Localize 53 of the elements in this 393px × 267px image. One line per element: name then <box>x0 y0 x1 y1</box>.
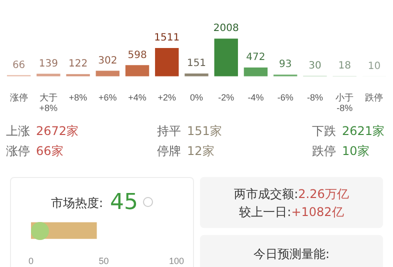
x-tick-label: +8% <box>68 92 88 102</box>
x-tick-label: 100 <box>168 256 184 266</box>
text: 较上一日: <box>239 205 292 219</box>
x-tick-label: +4% <box>128 92 146 102</box>
x-tick-label: 0% <box>190 92 204 102</box>
text: 12家 <box>187 143 216 159</box>
text: 持平 <box>157 123 182 139</box>
data-label: 93 <box>278 59 292 70</box>
x-tick-label: -2% <box>218 92 234 102</box>
x-tick-label: 0 <box>28 256 34 266</box>
x-tick-label: -8% <box>306 92 323 102</box>
data-label: 122 <box>68 58 88 70</box>
x-tick-label: -6% <box>277 92 294 102</box>
x-tick-label: +2% <box>158 92 176 102</box>
x-tick-label: +6% <box>98 92 117 102</box>
text: 2672家 <box>36 123 80 139</box>
text: 66家 <box>36 143 64 159</box>
x-tick-label: 50 <box>98 256 109 266</box>
text: 151家 <box>187 123 223 139</box>
data-label: 151 <box>186 58 206 70</box>
x-tick-label: 小于 -8% <box>336 92 354 114</box>
x-tick-label: -4% <box>248 92 264 102</box>
data-label: 18 <box>338 60 351 72</box>
bar <box>125 65 150 76</box>
data-label: 10 <box>368 60 381 72</box>
text: 涨停 <box>6 143 31 159</box>
text: +1082亿 <box>291 205 344 219</box>
bar <box>155 48 179 76</box>
text: 2.26万亿 <box>298 187 349 201</box>
data-label: 30 <box>308 60 322 72</box>
data-label: 139 <box>38 58 58 70</box>
data-label: 598 <box>128 50 147 61</box>
chart-title: 市场热度: <box>50 196 104 210</box>
x-tick-label: 大于 +8% <box>39 92 58 114</box>
bar <box>244 68 268 76</box>
data-label: 66 <box>12 60 26 71</box>
text: 2621家 <box>342 123 386 139</box>
data-label: 302 <box>98 55 118 66</box>
x-tick-label: 跌停 <box>365 92 384 102</box>
text: 10家 <box>342 143 370 159</box>
text: 两市成交额: <box>234 187 298 201</box>
text: 停牌 <box>157 143 182 159</box>
text: 下跌 <box>312 123 337 139</box>
text: 跌停 <box>312 143 337 159</box>
data-label: 45 <box>109 190 138 215</box>
text: 今日预测量能: <box>253 247 330 261</box>
text: 上涨 <box>6 123 31 139</box>
bar <box>214 38 238 76</box>
data-label: 2008 <box>213 23 239 34</box>
x-tick-label: 涨停 <box>10 92 28 102</box>
data-label: 472 <box>246 52 266 64</box>
data-label: 1511 <box>154 32 180 44</box>
bar <box>96 70 120 76</box>
